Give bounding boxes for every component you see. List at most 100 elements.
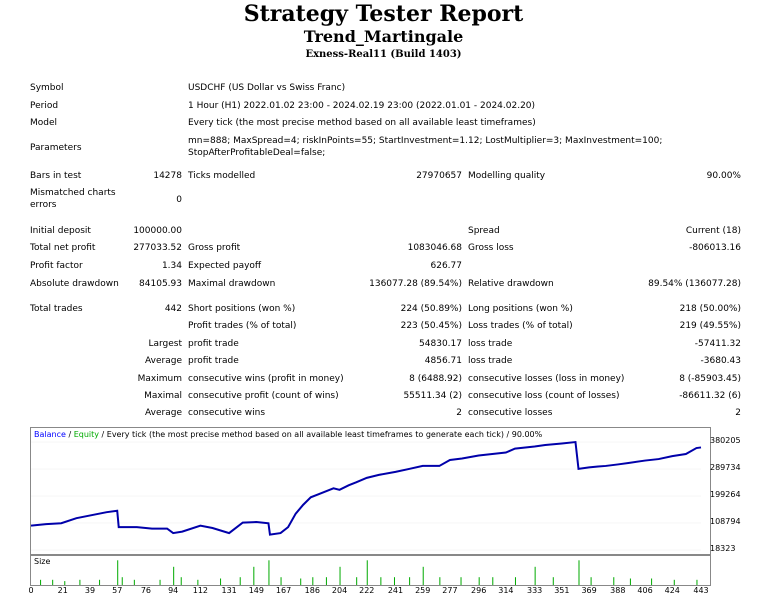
size-bar <box>534 566 536 585</box>
size-bar <box>121 577 123 585</box>
size-bar <box>99 579 101 585</box>
maximum-label: Maximum <box>137 374 182 384</box>
model-label: Model <box>30 118 58 128</box>
size-bar <box>439 577 441 585</box>
bars-label: Bars in test <box>30 171 82 181</box>
size-bar <box>356 577 358 585</box>
size-bar <box>478 577 480 585</box>
x-tick-label: 21 <box>57 586 68 595</box>
size-bar <box>197 579 199 585</box>
x-tick-label: 351 <box>554 586 570 595</box>
avg-consec-wins-value: 2 <box>456 408 462 418</box>
size-bar <box>393 577 395 585</box>
size-plot <box>40 560 698 585</box>
server-build: Exness-Real11 (Build 1403) <box>305 49 462 60</box>
x-tick-label: 0 <box>28 586 34 595</box>
x-tick-label: 222 <box>359 586 375 595</box>
gross-profit-label: Gross profit <box>188 243 241 253</box>
size-bar <box>613 577 615 585</box>
x-tick-label: 241 <box>387 586 404 595</box>
size-bar <box>180 577 182 585</box>
size-bar <box>173 566 175 585</box>
size-bar <box>673 579 675 585</box>
profit-factor-label: Profit factor <box>30 261 83 271</box>
max-consec-wins-value: 8 (6488.92) <box>409 374 462 384</box>
long-label: Long positions (won %) <box>468 304 573 314</box>
net-profit-label: Total net profit <box>30 243 96 253</box>
parameters-label: Parameters <box>30 143 82 153</box>
size-bar <box>239 577 241 585</box>
period-value: 1 Hour (H1) 2022.01.02 23:00 - 2024.02.1… <box>188 101 536 111</box>
loss-trades-label: Loss trades (% of total) <box>468 321 573 331</box>
y-tick-label: 380205 <box>710 436 741 445</box>
x-tick-label: 167 <box>275 586 292 595</box>
mismatch-value: 0 <box>176 195 182 205</box>
legend-equity: Equity <box>73 430 99 439</box>
quality-value: 90.00% <box>706 171 741 181</box>
size-bar <box>380 577 382 585</box>
short-label: Short positions (won %) <box>188 304 296 314</box>
avg-consec-losses-label: consecutive losses <box>468 408 553 418</box>
max-consec-losses-label: consecutive losses (loss in money) <box>468 374 625 384</box>
max-dd-label: Maximal drawdown <box>188 279 276 289</box>
legend-balance: Balance <box>34 430 66 439</box>
size-bar <box>651 578 653 585</box>
expert-name: Trend_Martingale <box>303 27 464 46</box>
x-tick-label: 76 <box>140 586 152 595</box>
payoff-label: Expected payoff <box>188 261 262 271</box>
x-tick-label: 39 <box>84 586 96 595</box>
balance-chart: Balance / Equity / Every tick (the most … <box>30 427 711 555</box>
max-dd-value: 136077.28 (89.54%) <box>369 279 462 289</box>
y-tick-label: 289734 <box>710 463 741 472</box>
mismatch-label-1: Mismatched charts <box>30 188 116 198</box>
size-label: Size <box>34 557 51 566</box>
chart-plot <box>31 440 702 551</box>
legend-rest: / Every tick (the most precise method ba… <box>98 430 543 439</box>
model-value: Every tick (the most precise method base… <box>188 118 536 128</box>
size-bar <box>300 578 302 585</box>
bars-value: 14278 <box>153 171 182 181</box>
size-bar <box>552 577 554 585</box>
size-bar <box>514 577 516 585</box>
period-label: Period <box>30 101 59 111</box>
size-bar <box>133 579 135 585</box>
size-bar <box>578 560 580 585</box>
avg-loss-value: -3680.43 <box>700 356 741 366</box>
total-trades-label: Total trades <box>30 304 83 314</box>
y-tick-label: 108794 <box>710 516 741 526</box>
avg-profit-value: 4856.71 <box>424 356 462 366</box>
size-bar <box>159 579 161 585</box>
size-bar <box>696 579 698 585</box>
size-chart: Size <box>30 555 711 586</box>
x-tick-label: 277 <box>442 586 458 595</box>
abs-dd-label: Absolute drawdown <box>30 279 119 289</box>
x-tick-label: 443 <box>693 586 709 595</box>
size-bar <box>40 579 42 585</box>
x-tick-label: 424 <box>664 586 680 595</box>
total-trades-value: 442 <box>164 304 182 314</box>
abs-dd-value: 84105.93 <box>139 279 182 289</box>
size-bar <box>366 560 368 585</box>
maximal-consec-loss-label: consecutive loss (count of losses) <box>468 391 620 401</box>
average-label: Average <box>145 356 182 366</box>
rel-dd-value: 89.54% (136077.28) <box>648 279 741 289</box>
largest-loss-value: -57411.32 <box>694 339 741 349</box>
y-tick-label: 199264 <box>710 490 741 499</box>
report-title: Strategy Tester Report <box>243 1 524 27</box>
average2-label: Average <box>145 408 182 418</box>
x-tick-label: 94 <box>168 586 179 595</box>
long-value: 218 (50.00%) <box>679 304 741 314</box>
largest-loss-label: loss trade <box>468 339 513 349</box>
size-bar <box>64 581 66 585</box>
x-tick-label: 333 <box>526 586 543 595</box>
mismatch-label-2: errors <box>30 200 57 210</box>
avg-consec-wins-label: consecutive wins <box>188 408 266 418</box>
largest-label: Largest <box>148 339 182 349</box>
spread-label: Spread <box>468 226 500 236</box>
legend-sep: / <box>65 430 74 439</box>
gross-loss-value: -806013.16 <box>689 243 741 253</box>
y-tick-label: 18323 <box>710 544 736 553</box>
x-tick-label: 296 <box>471 586 487 595</box>
x-tick-label: 314 <box>498 586 514 595</box>
maximal-consec-profit-value: 55511.34 (2) <box>403 391 462 401</box>
